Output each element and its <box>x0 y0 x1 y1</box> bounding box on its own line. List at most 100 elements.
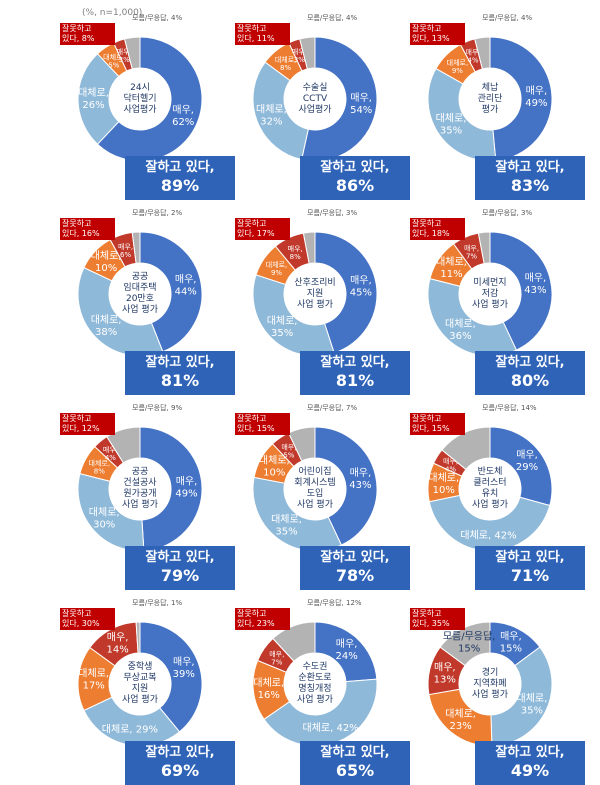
donut-chart-panel: 매우, 54% 대체로, 32% 대체로, 8% 매우, 3% 수술실 CCTV 사업평가 잘못하… <box>235 12 410 200</box>
slice-label: 대체로, 35% <box>267 315 298 339</box>
donut-slice-rather <box>263 678 378 747</box>
donut-chart: 매우, 29% 대체로, 42% 대체로, 10%매우, 4% <box>427 426 553 552</box>
slice-label: 대체로, 38% <box>91 314 122 338</box>
slice-label: 매우, 49% <box>175 476 197 500</box>
good-label: 잘하고 있다, <box>320 355 390 370</box>
good-total-box: 잘하고 있다, 71% <box>475 546 585 590</box>
slice-label: 대체로, 8% <box>275 56 297 72</box>
good-total-box: 잘하고 있다, 89% <box>125 156 235 200</box>
donut-chart-panel: 매우, 39% 대체로, 29% 대체로, 17% 매우, 14% 중학생 무상교복 지원 사… <box>60 597 235 785</box>
slice-label: 대체로, 16% <box>253 677 284 701</box>
good-total-box: 잘하고 있다, 81% <box>300 351 410 395</box>
good-percent: 79% <box>160 566 200 585</box>
wrong-total-box: 잘못하고 있다, 30% <box>60 608 115 630</box>
donut-slice-dk <box>299 36 316 70</box>
slice-label: 대체로, 29% <box>102 723 158 735</box>
slice-label: 매우, 4% <box>465 49 480 65</box>
donut-chart-panel: 매우, 45% 대체로, 35% 대체로, 9% 매우, 8% 산후조리비 지원 사업 평가 잘못… <box>235 207 410 395</box>
slice-label: 대체로, 9% <box>266 261 288 277</box>
chart-center-title: 24시 닥터헬기 사업평가 <box>123 82 157 115</box>
good-percent: 80% <box>510 371 550 390</box>
donut-chart: 매우, 44% 대체로, 38% 대체로, 10%매우, 6% <box>77 231 203 357</box>
wrong-total-box: 잘못하고 있다, 23% <box>235 608 290 630</box>
donut-slice-rather <box>77 472 145 552</box>
donut-slice-dk <box>474 36 491 70</box>
good-total-box: 잘하고 있다, 65% <box>300 741 410 785</box>
donut-slice-dk <box>439 621 491 667</box>
chart-center-title: 반도체 클러스터 유치 사업 평가 <box>472 467 508 510</box>
slice-label: 매우, 3% <box>292 48 307 64</box>
sample-note: (%, n=1,000) <box>82 8 143 18</box>
slice-label: 대체로, 10% <box>259 455 290 479</box>
slice-label: 대체로, 5% <box>103 54 125 70</box>
donut-slice-rather <box>428 494 551 552</box>
dk-label: 모름/무응답, 2% <box>132 209 183 217</box>
slice-label: 매우, 43% <box>349 467 371 491</box>
good-label: 잘하고 있다, <box>320 550 390 565</box>
donut-chart-panel: 매우, 44% 대체로, 38% 대체로, 10% 매우, 6% 공공 임대주택 20만호 사업… <box>60 207 235 395</box>
good-percent: 86% <box>335 176 375 195</box>
good-percent: 71% <box>510 566 550 585</box>
dk-label: 모름/무응답, 4% <box>307 14 358 22</box>
donut-chart: 매우, 49% 대체로, 35% 대체로, 9%매우, 4% <box>427 36 553 162</box>
donut-chart-panel: 매우, 29% 대체로, 42% 대체로, 10% 매우, 4% 반도체 클러스터 유치 사업… <box>410 402 585 590</box>
good-total-box: 잘하고 있다, 78% <box>300 546 410 590</box>
slice-label: 매우, 5% <box>281 444 296 460</box>
slice-label: 대체로, 26% <box>78 87 109 111</box>
donut-chart: 매우, 39% 대체로, 29% 대체로, 17% 매우, 14% <box>77 621 203 747</box>
slice-label: 대체로, 17% <box>78 668 109 692</box>
chart-center-title: 공공 건설공사 원가공개 사업 평가 <box>122 467 158 510</box>
wrong-total-box: 잘못하고 있다, 17% <box>235 218 290 240</box>
dk-label: 모름/무응답, 3% <box>307 209 358 217</box>
good-total-box: 잘하고 있다, 80% <box>475 351 585 395</box>
dk-label: 모름/무응답, 4% <box>482 14 533 22</box>
slice-label: 대체로, 23% <box>445 708 476 732</box>
good-label: 잘하고 있다, <box>145 745 215 760</box>
wrong-total-box: 잘못하고 있다, 15% <box>410 413 465 435</box>
donut-chart-panel: 매우, 24% 대체로, 42% 대체로, 16% 매우, 7% 수도권 순환도로 명칭개정 … <box>235 597 410 785</box>
slice-label: 매우, 6% <box>118 243 133 259</box>
slice-label: 대체로, 42% <box>460 530 516 542</box>
donut-slice-dk <box>106 426 141 464</box>
donut-slice-dk <box>123 36 141 70</box>
donut-slice-rather <box>252 61 309 161</box>
donut-slice-very <box>314 621 378 683</box>
good-label: 잘하고 있다, <box>495 355 565 370</box>
slice-label: 대체로, 35% <box>436 112 467 136</box>
donut-slice-rather <box>77 266 164 357</box>
donut-slice-very <box>139 231 203 353</box>
good-total-box: 잘하고 있다, 81% <box>125 351 235 395</box>
good-label: 잘하고 있다, <box>145 550 215 565</box>
wrong-total-box: 잘못하고 있다, 15% <box>235 413 290 435</box>
good-percent: 65% <box>335 761 375 780</box>
donut-slice-rather <box>252 274 335 357</box>
slice-label: 매우, 4% <box>443 458 458 474</box>
good-label: 잘하고 있다, <box>320 160 390 175</box>
chart-center-title: 어린이집 회계시스템 도입 사업 평가 <box>294 467 336 510</box>
donut-slice-very <box>96 36 203 162</box>
donut-slice-dk <box>272 621 316 662</box>
slice-label: 대체로, 42% <box>303 722 359 734</box>
donut-chart: 매우, 45% 대체로, 35% 대체로, 9%매우, 8% <box>252 231 378 357</box>
good-label: 잘하고 있다, <box>495 745 565 760</box>
slice-label: 대체로, 10% <box>91 250 122 274</box>
donut-chart-panel: 매우, 43% 대체로, 35% 대체로, 10% 매우, 5% 어린이집 회계시스템 도입 사… <box>235 402 410 590</box>
wrong-total-box: 잘못하고 있다, 13% <box>410 23 465 45</box>
donut-slice-dk <box>477 231 491 265</box>
slice-label: 매우, 29% <box>516 449 538 473</box>
donut-slice-dk <box>441 426 491 471</box>
slice-label: 대체로, 10% <box>428 472 459 496</box>
donut-slice-very <box>314 426 378 546</box>
chart-center-title: 수술실 CCTV 사업평가 <box>298 82 332 115</box>
donut-slice-dk <box>302 231 316 265</box>
slice-label: 매우, 44% <box>175 273 197 297</box>
slice-label: 대체로, 9% <box>447 59 469 75</box>
wrong-total-box: 잘못하고 있다, 12% <box>60 413 115 435</box>
donut-slice-dk <box>131 231 141 264</box>
good-percent: 69% <box>160 761 200 780</box>
good-label: 잘하고 있다, <box>320 745 390 760</box>
slice-label: 매우, 3% <box>117 48 132 64</box>
good-percent: 81% <box>335 371 375 390</box>
chart-center-title: 체납 관리단 평가 <box>477 82 503 115</box>
good-percent: 89% <box>160 176 200 195</box>
